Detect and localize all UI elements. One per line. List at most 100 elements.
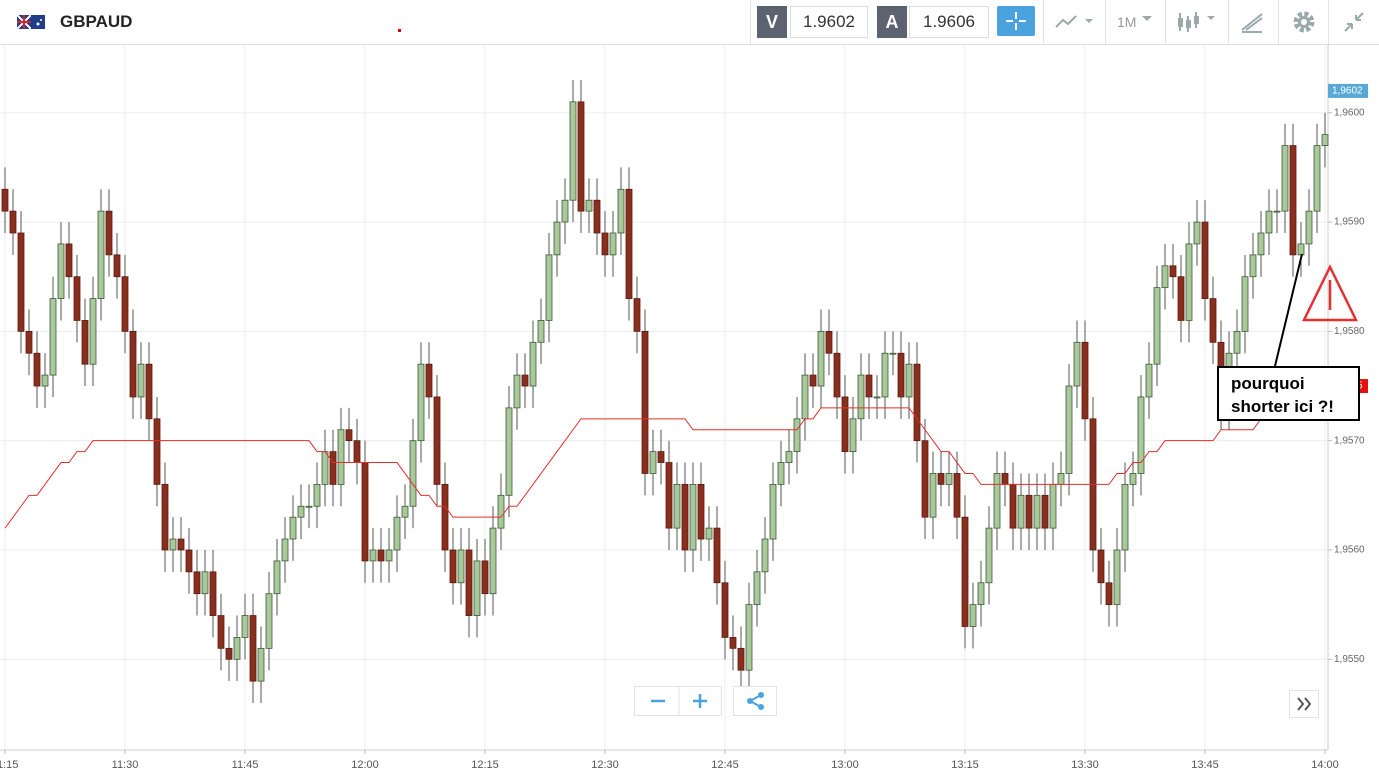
- candle-body: [929, 473, 937, 518]
- candle-body: [409, 440, 417, 507]
- y-tick-label: 1,9550: [1334, 654, 1365, 665]
- symbol[interactable]: GBPAUD: [60, 12, 133, 31]
- candle-body: [1193, 221, 1201, 245]
- candle-body: [201, 571, 209, 595]
- candle-body: [1025, 494, 1033, 529]
- ask-price[interactable]: 1.9606: [909, 6, 989, 38]
- annotation: pourquoi shorter ici ?!: [1217, 366, 1360, 421]
- candle-body: [137, 363, 145, 398]
- candle-body: [681, 483, 689, 551]
- x-tick-label: 12:15: [471, 759, 499, 771]
- candle-body: [857, 374, 865, 420]
- candle-body: [73, 276, 81, 321]
- candle-body: [377, 549, 385, 562]
- candle-body: [185, 549, 193, 573]
- x-tick-label: 11:45: [232, 759, 259, 771]
- candle-body: [577, 101, 585, 212]
- candle-body: [601, 232, 609, 256]
- candle-body: [1153, 287, 1161, 365]
- share-button[interactable]: [733, 686, 777, 716]
- x-tick-label: 12:00: [351, 759, 379, 771]
- candle-body: [809, 374, 817, 387]
- x-tick-label: 13:30: [1071, 759, 1099, 771]
- candle-body: [1129, 473, 1137, 485]
- candle-body: [881, 352, 889, 398]
- candle-body: [1121, 483, 1129, 551]
- y-tick-label: 1,9570: [1334, 435, 1365, 446]
- candle-body: [1161, 265, 1169, 289]
- candle-body: [521, 374, 529, 387]
- candle-body: [1145, 363, 1153, 398]
- draw-button[interactable]: [1240, 10, 1266, 34]
- candle-body: [289, 516, 297, 540]
- candle-body: [41, 374, 49, 387]
- candle-body: [449, 549, 457, 584]
- candle-body: [745, 604, 753, 671]
- candle-body: [401, 505, 409, 518]
- candle-body: [561, 199, 569, 223]
- candle-body: [801, 374, 809, 420]
- annotation-graphics: [1274, 253, 1359, 367]
- candle-body: [113, 254, 121, 278]
- candle-body: [737, 647, 745, 671]
- candle-body: [1273, 210, 1281, 213]
- candle-body: [1049, 483, 1057, 529]
- candle-body: [161, 483, 169, 551]
- candle-body: [489, 527, 497, 595]
- candle-body: [281, 538, 289, 562]
- candle-body: [177, 538, 185, 551]
- candle-body: [193, 571, 201, 595]
- candle-body: [1177, 276, 1185, 321]
- candle-body: [329, 451, 337, 485]
- candle-body: [105, 210, 113, 256]
- dropdown-icon: [1142, 16, 1152, 21]
- collapse-button[interactable]: [1342, 10, 1366, 34]
- price-marker-label: 1,9602: [1332, 86, 1363, 97]
- timeframe-button[interactable]: 1M: [1117, 14, 1137, 30]
- crosshair-button[interactable]: [997, 6, 1035, 36]
- annotation-line: pourquoi: [1231, 374, 1305, 393]
- candle-body: [1065, 385, 1073, 474]
- settings-button[interactable]: [1291, 9, 1317, 35]
- candle-body: [849, 418, 857, 453]
- candle-body: [1321, 134, 1329, 146]
- indicator-button[interactable]: [1055, 12, 1097, 32]
- y-tick-label: 1,9580: [1334, 326, 1365, 337]
- candle-body: [761, 538, 769, 573]
- candle-body: [265, 593, 273, 649]
- separator: [1278, 0, 1279, 44]
- candle-body: [889, 352, 897, 355]
- bid-price[interactable]: 1.9602: [790, 6, 868, 38]
- candle-body: [425, 363, 433, 398]
- separator: [750, 0, 751, 44]
- candle-body: [1201, 221, 1209, 299]
- candle-body: [897, 352, 905, 398]
- candle-body: [1073, 341, 1081, 387]
- separator: [1165, 0, 1166, 44]
- candle-body: [1233, 330, 1241, 354]
- candle-body: [593, 199, 601, 234]
- candle-body: [57, 243, 65, 299]
- candle-body: [1105, 582, 1113, 606]
- candle-body: [569, 101, 577, 201]
- scroll-end-button[interactable]: [1289, 690, 1319, 718]
- candle-body: [433, 396, 441, 485]
- candle-body: [33, 352, 41, 387]
- candle-body: [769, 483, 777, 540]
- candle-body: [273, 560, 281, 595]
- separator: [1043, 0, 1044, 44]
- candle-body: [169, 538, 177, 551]
- candle-body: [873, 396, 881, 399]
- candle-body: [537, 320, 545, 343]
- candle-body: [1113, 549, 1121, 606]
- bid-label[interactable]: V: [757, 6, 787, 38]
- ask-label[interactable]: A: [877, 6, 907, 38]
- candle-body: [513, 374, 521, 409]
- candle-body: [153, 418, 161, 485]
- chart-type-button[interactable]: [1176, 10, 1220, 34]
- candle-body: [441, 483, 449, 551]
- candle-body: [993, 473, 1001, 529]
- candle-body: [1313, 145, 1321, 212]
- candle-body: [321, 451, 329, 485]
